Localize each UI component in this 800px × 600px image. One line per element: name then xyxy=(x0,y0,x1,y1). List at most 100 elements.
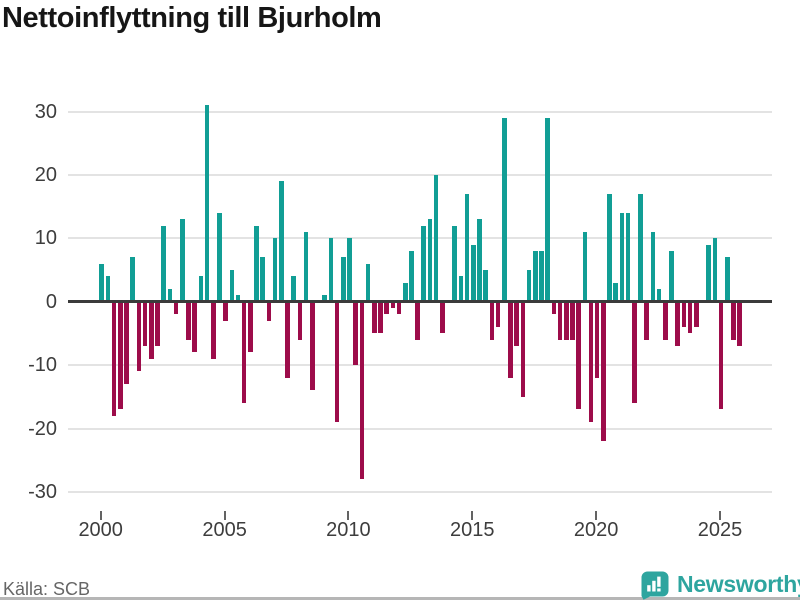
bar-2008Q3 xyxy=(310,301,315,391)
bar-2023Q2 xyxy=(675,301,680,347)
y-tick-label: -10 xyxy=(28,354,57,377)
bar-2012Q2 xyxy=(402,282,408,302)
bar-2007Q4 xyxy=(291,276,297,302)
bar-2024Q1 xyxy=(693,301,699,328)
bar-2017Q3 xyxy=(532,251,538,302)
bar-2020Q1 xyxy=(594,301,600,378)
bar-2006Q4 xyxy=(266,301,272,321)
bar-2001Q3 xyxy=(136,301,142,372)
bar-2015Q1 xyxy=(471,244,476,302)
bar-2002Q4 xyxy=(167,289,173,302)
bar-2012Q4 xyxy=(415,301,420,340)
bar-2024Q4 xyxy=(712,238,718,302)
bar-2008Q2 xyxy=(303,232,309,302)
x-axis-tick xyxy=(223,511,226,520)
bar-2022Q3 xyxy=(656,289,662,302)
gridline--30 xyxy=(68,490,772,493)
bar-2021Q1 xyxy=(619,212,625,302)
bar-2021Q3 xyxy=(632,301,637,404)
bar-2015Q4 xyxy=(489,301,495,340)
bar-2010Q1 xyxy=(347,238,352,302)
bar-2003Q4 xyxy=(192,301,197,353)
bar-2016Q3 xyxy=(508,301,513,378)
gridline-20 xyxy=(68,173,772,176)
bar-2005Q1 xyxy=(223,301,228,321)
bar-2025Q1 xyxy=(718,301,724,410)
bar-2005Q3 xyxy=(235,295,241,302)
bar-2001Q1 xyxy=(124,301,129,385)
x-tick-label: 2015 xyxy=(450,519,495,541)
bar-2002Q2 xyxy=(155,301,160,347)
x-tick-label: 2005 xyxy=(202,519,247,541)
bar-2002Q3 xyxy=(161,225,166,302)
bar-2003Q1 xyxy=(173,301,179,315)
bar-2022Q1 xyxy=(644,301,650,340)
bottom-divider xyxy=(0,597,800,600)
bar-2006Q1 xyxy=(248,301,253,353)
bar-2005Q4 xyxy=(241,301,247,404)
bar-2005Q2 xyxy=(229,270,235,302)
bar-2012Q1 xyxy=(396,301,402,315)
bar-2013Q3 xyxy=(433,174,439,302)
bar-2019Q4 xyxy=(588,301,594,423)
source-caption: Källa: SCB xyxy=(3,579,91,599)
bar-2011Q2 xyxy=(378,301,383,334)
y-tick-label: 10 xyxy=(34,227,57,250)
bar-2010Q3 xyxy=(359,301,365,480)
bar-2007Q3 xyxy=(285,301,290,378)
gridline-30 xyxy=(68,110,772,113)
bar-2018Q1 xyxy=(545,117,550,302)
x-axis-tick xyxy=(595,511,598,520)
bar-2016Q1 xyxy=(495,301,501,328)
x-axis-tick xyxy=(471,511,474,520)
gridline--20 xyxy=(68,427,772,430)
bar-2001Q4 xyxy=(142,301,148,347)
x-axis-tick xyxy=(719,511,721,520)
bar-2023Q3 xyxy=(681,301,687,328)
bar-2018Q3 xyxy=(557,301,563,340)
bar-2002Q1 xyxy=(148,301,154,359)
bar-2017Q4 xyxy=(539,251,544,302)
bar-2011Q1 xyxy=(371,301,377,334)
bar-2014Q4 xyxy=(464,193,470,302)
gridline-10 xyxy=(68,237,772,240)
bar-2000Q3 xyxy=(111,301,117,416)
bar-2006Q3 xyxy=(260,257,266,302)
newsworthy-bars-bubble-icon xyxy=(641,571,669,600)
bar-2016Q2 xyxy=(501,117,507,302)
bar-2018Q2 xyxy=(551,301,557,315)
x-axis-tick xyxy=(347,511,350,520)
y-tick-label: -30 xyxy=(28,480,57,503)
bar-2009Q3 xyxy=(334,301,340,423)
y-tick-label: 20 xyxy=(34,163,57,186)
newsworthy-logo: Newsworthy xyxy=(641,571,800,600)
bar-2017Q1 xyxy=(520,301,526,397)
y-tick-label: 0 xyxy=(45,290,57,313)
x-tick-label: 2000 xyxy=(78,519,123,541)
bar-2013Q2 xyxy=(427,219,433,302)
bar-2019Q3 xyxy=(582,232,588,302)
bar-2021Q4 xyxy=(638,193,643,302)
bar-2006Q2 xyxy=(254,225,259,302)
bar-2014Q3 xyxy=(458,276,464,302)
bar-2020Q3 xyxy=(607,193,612,302)
bar-2004Q3 xyxy=(210,301,216,359)
bar-2023Q4 xyxy=(687,301,693,334)
gridline--10 xyxy=(68,364,772,367)
bar-2011Q3 xyxy=(384,301,389,315)
bar-2007Q2 xyxy=(279,181,284,302)
bar-2025Q4 xyxy=(737,301,742,347)
bar-2023Q1 xyxy=(669,251,674,302)
y-tick-label: 30 xyxy=(34,100,57,123)
x-tick-label: 2010 xyxy=(326,519,371,541)
bar-2015Q2 xyxy=(477,219,482,302)
bar-2022Q4 xyxy=(663,301,668,340)
bar-2021Q2 xyxy=(625,212,631,302)
bar-2004Q4 xyxy=(217,212,222,302)
bar-2000Q4 xyxy=(118,301,123,410)
bar-2003Q3 xyxy=(186,301,191,340)
bar-2025Q2 xyxy=(724,257,730,302)
x-tick-label: 2020 xyxy=(573,519,619,541)
